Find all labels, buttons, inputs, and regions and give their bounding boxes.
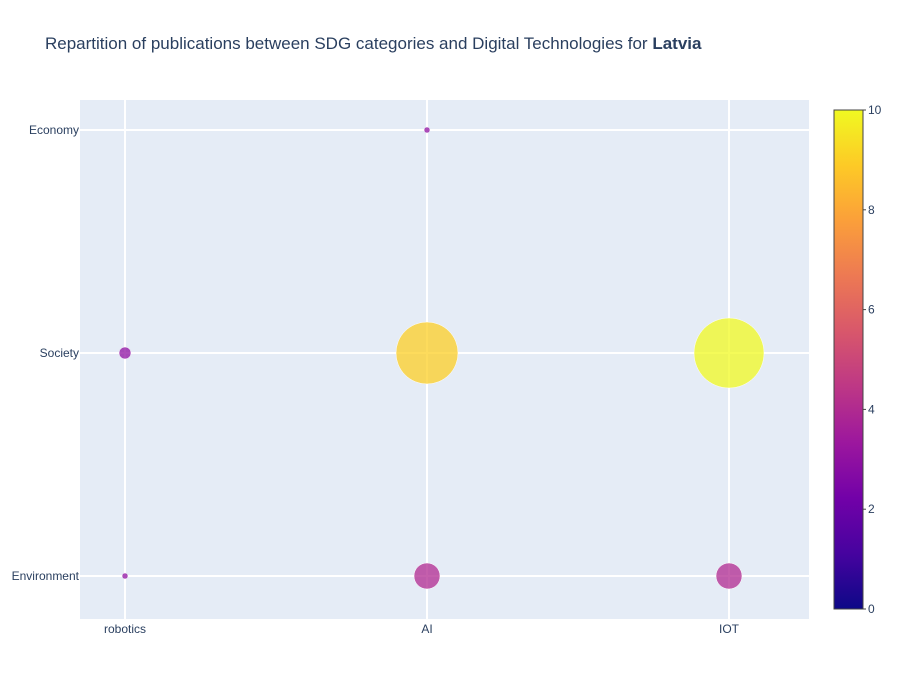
chart-title-country: Latvia xyxy=(652,34,702,53)
colorbar: 0 2 4 6 8 10 xyxy=(833,103,882,616)
colorbar-gradient xyxy=(833,109,864,610)
bubble-iot-society[interactable] xyxy=(693,317,765,389)
y-tick-label: Environment xyxy=(12,569,80,583)
bubble-ai-society[interactable] xyxy=(395,321,459,385)
y-tick-label: Economy xyxy=(29,123,79,137)
colorbar-tick-label: 6 xyxy=(868,303,875,317)
x-axis-ticks: robotics AI IOT xyxy=(104,622,740,636)
bubble-ai-environment[interactable] xyxy=(413,562,441,590)
x-tick-label: AI xyxy=(421,622,432,636)
data-points xyxy=(118,126,765,590)
bubble-iot-environment[interactable] xyxy=(715,562,743,590)
y-tick-label: Society xyxy=(40,346,79,360)
bubble-robotics-society[interactable] xyxy=(118,346,132,360)
bubble-robotics-environment[interactable] xyxy=(121,572,129,580)
colorbar-ticks: 0 2 4 6 8 10 xyxy=(863,103,882,616)
x-tick-label: IOT xyxy=(719,622,740,636)
colorbar-tick-label: 0 xyxy=(868,602,875,616)
bubble-ai-economy[interactable] xyxy=(423,126,431,134)
chart-title: Repartition of publications between SDG … xyxy=(45,34,701,54)
colorbar-tick-label: 10 xyxy=(868,103,882,117)
colorbar-tick-label: 4 xyxy=(868,402,875,416)
colorbar-tick-label: 8 xyxy=(868,203,875,217)
chart-title-prefix: Repartition of publications between SDG … xyxy=(45,34,653,53)
y-axis-ticks: Environment Society Economy xyxy=(12,123,80,583)
colorbar-tick-label: 2 xyxy=(868,502,875,516)
x-tick-label: robotics xyxy=(104,622,146,636)
